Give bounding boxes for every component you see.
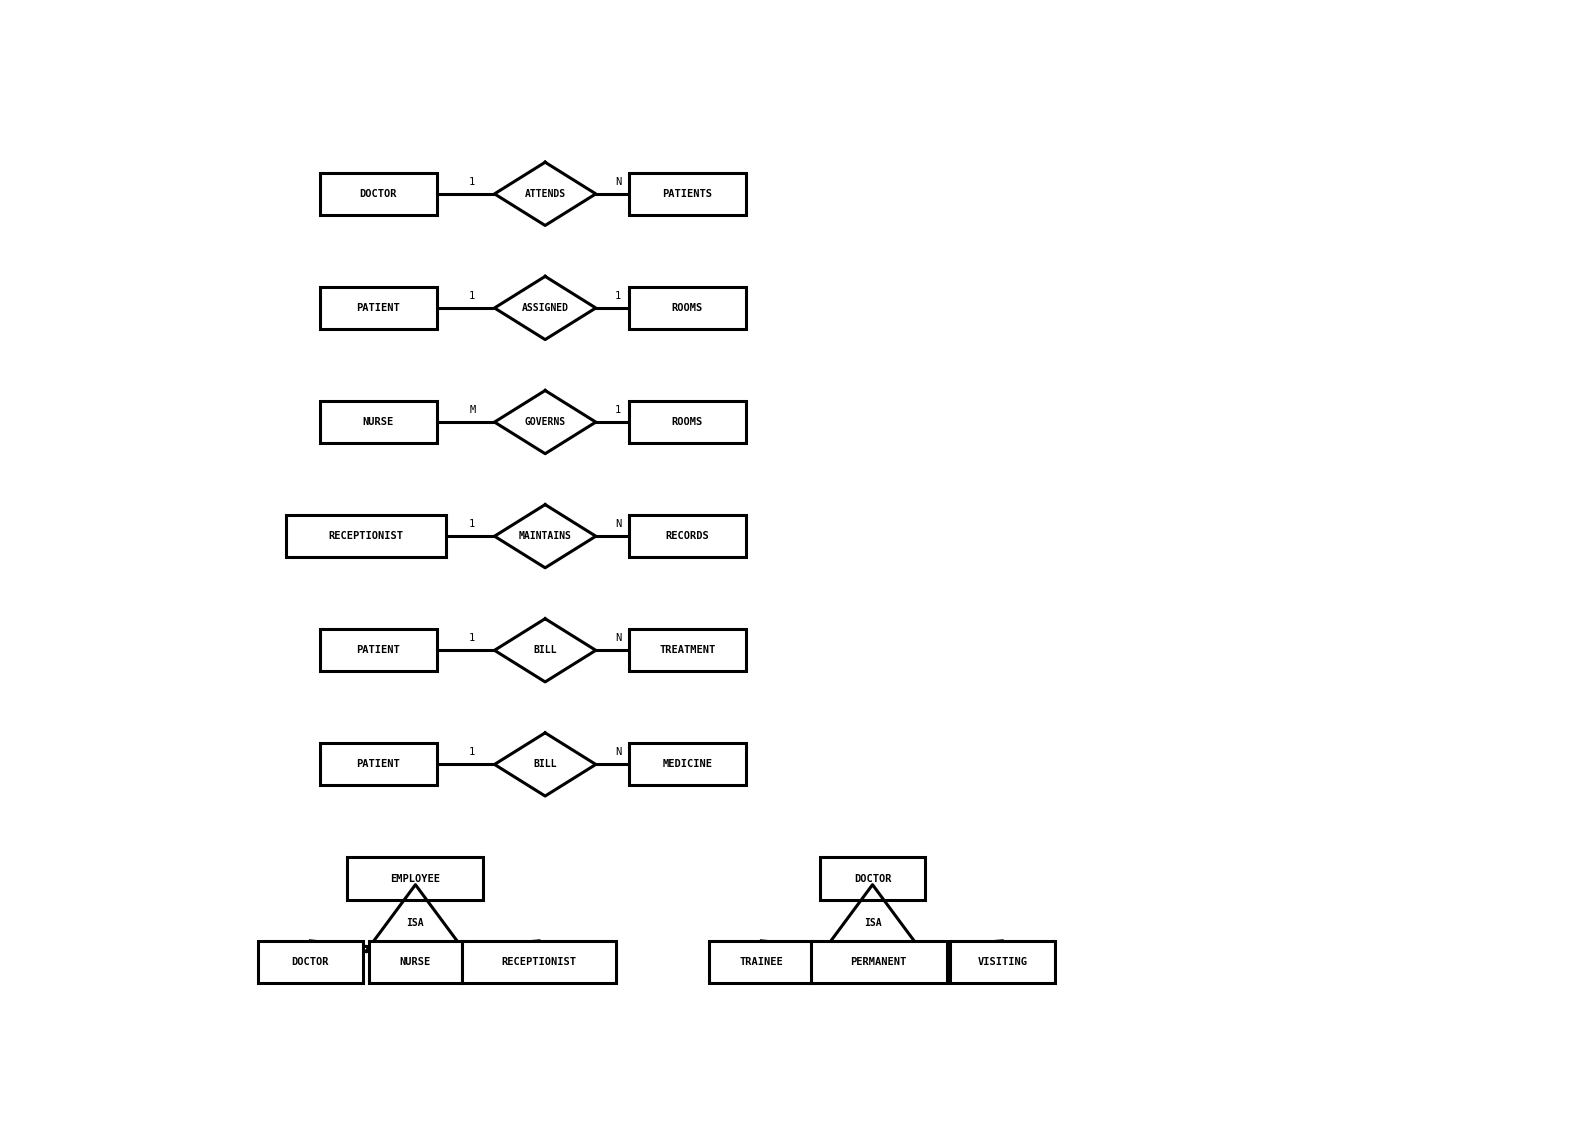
FancyBboxPatch shape [320, 743, 437, 785]
Polygon shape [494, 619, 596, 682]
Text: TREATMENT: TREATMENT [658, 645, 716, 655]
FancyBboxPatch shape [628, 173, 746, 215]
FancyBboxPatch shape [347, 857, 483, 899]
Text: PERMANENT: PERMANENT [851, 956, 907, 967]
FancyBboxPatch shape [950, 940, 1055, 983]
Text: ROOMS: ROOMS [671, 417, 703, 428]
Polygon shape [494, 162, 596, 226]
FancyBboxPatch shape [628, 287, 746, 329]
FancyBboxPatch shape [320, 401, 437, 443]
FancyBboxPatch shape [462, 940, 617, 983]
Text: 1: 1 [469, 177, 475, 187]
Text: VISITING: VISITING [977, 956, 1027, 967]
Text: BILL: BILL [534, 759, 556, 770]
Text: DOCTOR: DOCTOR [360, 189, 397, 198]
Text: BILL: BILL [534, 645, 556, 655]
Text: 1: 1 [469, 633, 475, 643]
FancyBboxPatch shape [628, 515, 746, 557]
Text: PATIENTS: PATIENTS [662, 189, 713, 198]
FancyBboxPatch shape [628, 743, 746, 785]
FancyBboxPatch shape [628, 401, 746, 443]
Text: NURSE: NURSE [400, 956, 430, 967]
FancyBboxPatch shape [258, 940, 363, 983]
Text: TRAINEE: TRAINEE [740, 956, 783, 967]
Polygon shape [494, 505, 596, 568]
FancyBboxPatch shape [709, 940, 815, 983]
Text: N: N [615, 177, 622, 187]
Text: NURSE: NURSE [363, 417, 394, 428]
FancyBboxPatch shape [320, 287, 437, 329]
Text: 1: 1 [469, 519, 475, 529]
Text: DOCTOR: DOCTOR [292, 956, 330, 967]
Polygon shape [823, 885, 921, 952]
Text: M: M [469, 405, 475, 415]
Text: MAINTAINS: MAINTAINS [518, 531, 572, 542]
Polygon shape [367, 885, 465, 952]
Text: PATIENT: PATIENT [357, 759, 400, 770]
Text: 1: 1 [469, 747, 475, 757]
Text: PATIENT: PATIENT [357, 645, 400, 655]
Text: N: N [615, 747, 622, 757]
FancyBboxPatch shape [628, 629, 746, 671]
Text: MEDICINE: MEDICINE [662, 759, 713, 770]
Text: ASSIGNED: ASSIGNED [521, 303, 569, 314]
Text: EMPLOYEE: EMPLOYEE [391, 873, 440, 884]
Polygon shape [494, 733, 596, 796]
FancyBboxPatch shape [819, 857, 925, 899]
Text: RECEPTIONIST: RECEPTIONIST [328, 531, 403, 542]
Text: N: N [615, 633, 622, 643]
Text: ISA: ISA [406, 918, 424, 928]
Polygon shape [494, 276, 596, 340]
Text: 1: 1 [615, 405, 622, 415]
FancyBboxPatch shape [811, 940, 947, 983]
Text: DOCTOR: DOCTOR [854, 873, 891, 884]
Text: N: N [615, 519, 622, 529]
Text: ATTENDS: ATTENDS [524, 189, 566, 198]
Polygon shape [494, 391, 596, 454]
FancyBboxPatch shape [320, 173, 437, 215]
Text: ISA: ISA [864, 918, 881, 928]
Text: PATIENT: PATIENT [357, 303, 400, 314]
FancyBboxPatch shape [370, 940, 462, 983]
FancyBboxPatch shape [285, 515, 446, 557]
Text: 1: 1 [469, 291, 475, 301]
Text: RECEPTIONIST: RECEPTIONIST [502, 956, 577, 967]
Text: RECORDS: RECORDS [665, 531, 709, 542]
FancyBboxPatch shape [320, 629, 437, 671]
Text: ROOMS: ROOMS [671, 303, 703, 314]
Text: GOVERNS: GOVERNS [524, 417, 566, 428]
Text: 1: 1 [615, 291, 622, 301]
